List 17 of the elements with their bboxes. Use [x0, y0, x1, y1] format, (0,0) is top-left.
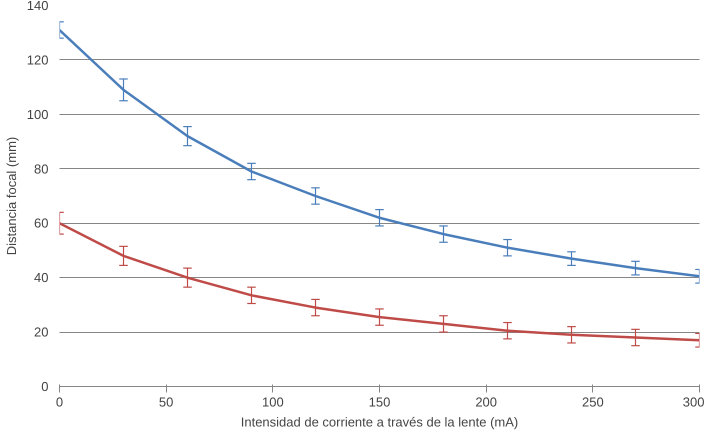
x-tick-label: 250: [582, 394, 604, 410]
x-axis-title: Intensidad de corriente a través de la lente (mA): [240, 414, 518, 430]
y-tick-label: 140: [26, 0, 49, 13]
y-tick-label: 120: [26, 52, 49, 68]
y-tick-label: 60: [34, 216, 49, 231]
y-tick-label: 80: [34, 161, 49, 176]
y-tick-label: 20: [34, 324, 49, 340]
y-tick-label: 100: [26, 106, 49, 122]
y-tick-label: 0: [41, 379, 49, 394]
x-tick-label: 100: [262, 394, 284, 410]
x-tick-label: 0: [56, 394, 64, 410]
x-tick-label: 200: [475, 394, 498, 410]
x-tick-label: 50: [158, 394, 174, 410]
y-axis-title: Distancia focal (mm): [4, 136, 19, 256]
x-tick-label: 300: [682, 394, 704, 410]
y-tick-label: 40: [34, 270, 49, 286]
x-tick-label: 150: [368, 394, 390, 410]
